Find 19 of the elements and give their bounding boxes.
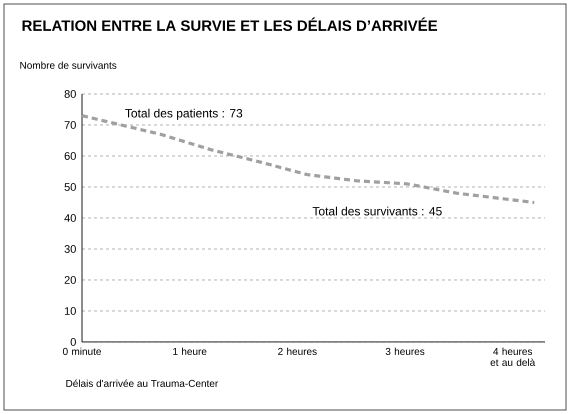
y-tick-label: 0 (70, 338, 76, 346)
x-axis-title: Délais d'arrivée au Trauma-Center (66, 380, 218, 387)
y-tick-label: 20 (64, 276, 76, 284)
x-tick-label: 2 heures (278, 348, 317, 355)
annotation: Total des patients : 73 (125, 108, 242, 120)
x-tick-label: 3 heures (386, 348, 424, 355)
chart-title: RELATION ENTRE LA SURVIE ET LES DÉLAIS D’ARRIVÉE (22, 18, 438, 31)
x-tick-label: 0 minute (62, 348, 102, 355)
y-tick-label: 40 (64, 214, 76, 222)
y-tick-label: 60 (64, 152, 76, 160)
y-tick-label: 10 (64, 307, 76, 315)
y-tick-label: 30 (64, 245, 76, 253)
y-axis-title: Nombre de survivants (20, 62, 116, 69)
x-tick-label: 1 heure (173, 348, 206, 355)
y-tick-label: 80 (64, 90, 76, 98)
y-tick-label: 50 (64, 183, 76, 191)
y-tick-label: 70 (64, 121, 76, 129)
x-tick-label: 4 heures et au delà (490, 348, 536, 366)
annotation: Total des survivants : 45 (312, 206, 442, 216)
